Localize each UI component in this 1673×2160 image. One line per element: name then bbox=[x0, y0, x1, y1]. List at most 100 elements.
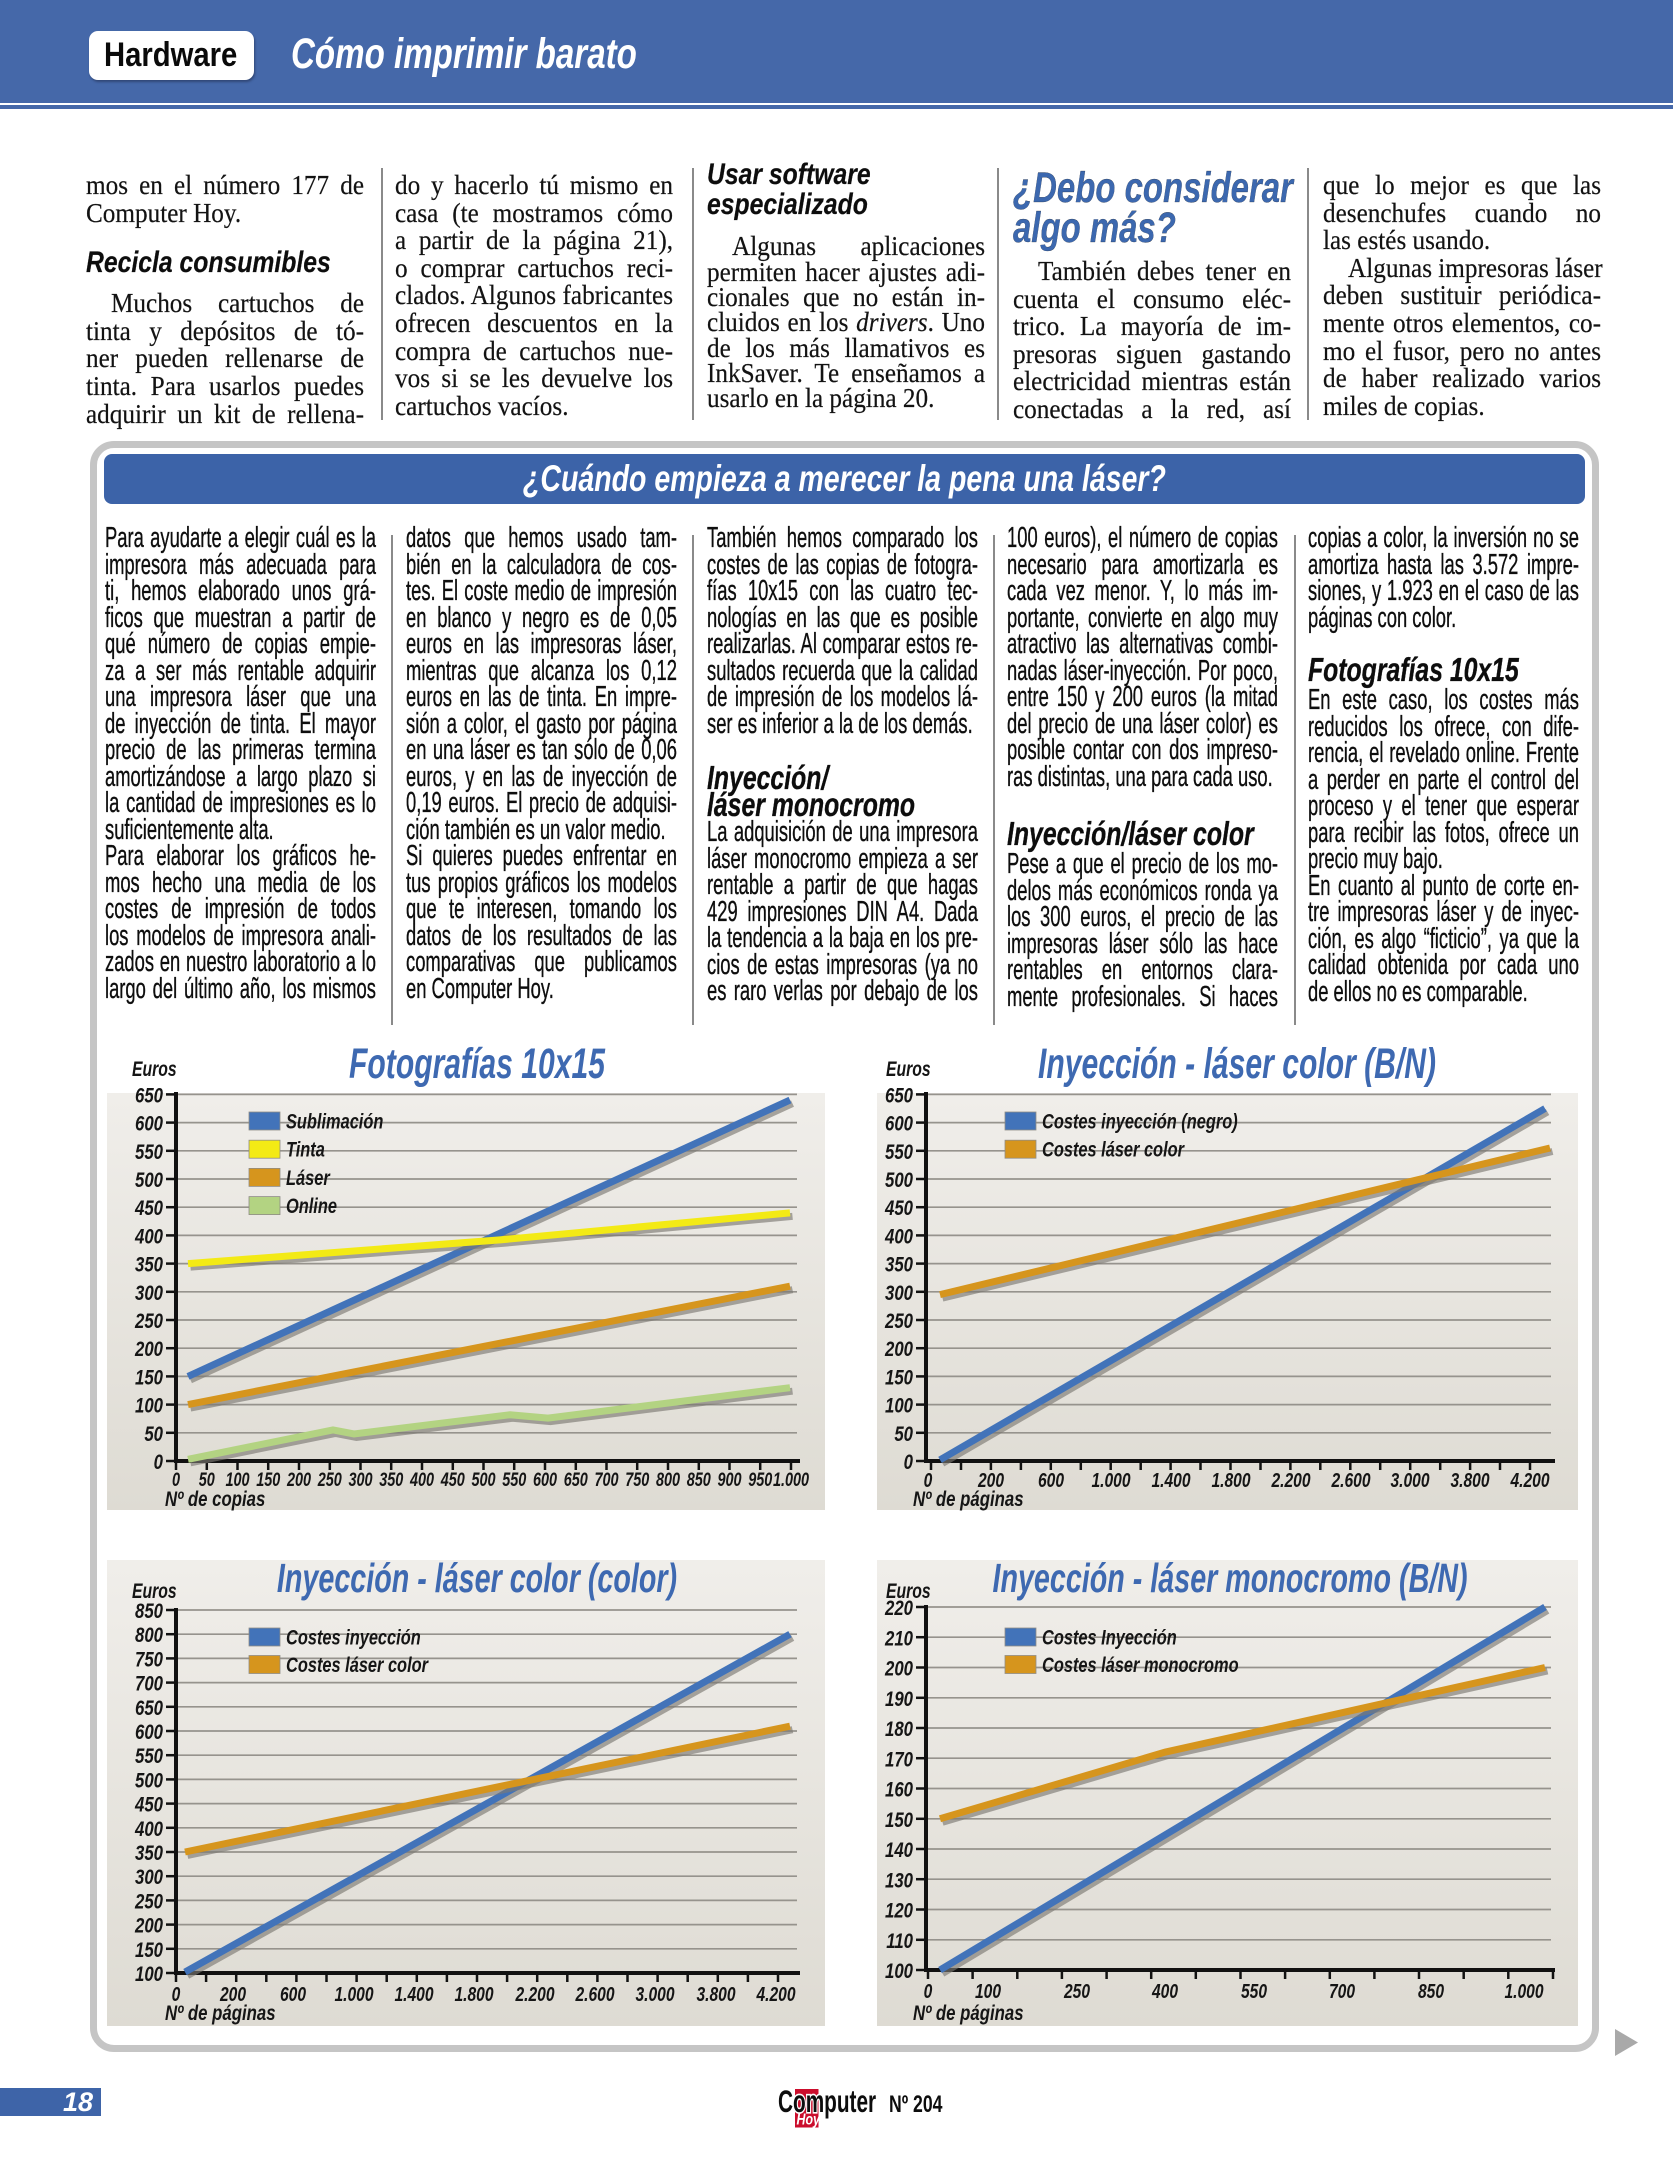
svg-text:600: 600 bbox=[885, 1113, 913, 1136]
svg-text:450: 450 bbox=[884, 1198, 913, 1221]
svg-text:350: 350 bbox=[135, 1842, 163, 1865]
svg-text:1.000: 1.000 bbox=[1091, 1469, 1130, 1491]
svg-text:700: 700 bbox=[594, 1468, 618, 1491]
svg-text:100: 100 bbox=[885, 1960, 913, 1983]
svg-text:Sublimación: Sublimación bbox=[286, 1110, 383, 1133]
svg-text:100: 100 bbox=[975, 1980, 1001, 2002]
svg-text:170: 170 bbox=[885, 1749, 913, 1772]
svg-text:550: 550 bbox=[885, 1141, 913, 1164]
svg-text:550: 550 bbox=[135, 1141, 163, 1164]
svg-text:600: 600 bbox=[135, 1721, 163, 1744]
svg-text:850: 850 bbox=[1418, 1980, 1444, 2002]
svg-text:140: 140 bbox=[885, 1839, 913, 1862]
svg-text:250: 250 bbox=[1063, 1980, 1090, 2002]
svg-text:500: 500 bbox=[135, 1169, 163, 1192]
svg-text:Hoy: Hoy bbox=[797, 2110, 821, 2128]
svg-text:Costes láser monocromo: Costes láser monocromo bbox=[1042, 1653, 1239, 1676]
svg-text:2.200: 2.200 bbox=[515, 1983, 555, 2005]
svg-text:Euros: Euros bbox=[132, 1057, 177, 1081]
svg-text:500: 500 bbox=[135, 1770, 163, 1793]
svg-text:600: 600 bbox=[280, 1983, 306, 2005]
svg-text:200: 200 bbox=[286, 1468, 311, 1491]
svg-text:100: 100 bbox=[135, 1395, 163, 1418]
svg-text:400: 400 bbox=[884, 1226, 913, 1249]
svg-text:Inyección - láser color (B/N): Inyección - láser color (B/N) bbox=[1038, 1039, 1436, 1088]
svg-text:Inyección - láser color (color: Inyección - láser color (color) bbox=[277, 1556, 677, 1601]
svg-text:200: 200 bbox=[884, 1339, 913, 1362]
svg-text:150: 150 bbox=[885, 1809, 913, 1832]
svg-text:50: 50 bbox=[144, 1423, 163, 1446]
svg-text:130: 130 bbox=[885, 1870, 913, 1893]
svg-text:400: 400 bbox=[1151, 1980, 1178, 2002]
svg-text:350: 350 bbox=[885, 1254, 913, 1277]
svg-text:Costes Inyección: Costes Inyección bbox=[1042, 1626, 1177, 1649]
svg-text:500: 500 bbox=[885, 1169, 913, 1192]
svg-text:Costes láser color: Costes láser color bbox=[1042, 1138, 1185, 1161]
svg-text:220: 220 bbox=[884, 1597, 913, 1620]
svg-text:200: 200 bbox=[219, 1983, 246, 2005]
svg-text:4.200: 4.200 bbox=[756, 1983, 796, 2005]
svg-text:3.000: 3.000 bbox=[1390, 1469, 1429, 1491]
svg-text:Costes láser color: Costes láser color bbox=[286, 1653, 429, 1676]
svg-text:1.800: 1.800 bbox=[1211, 1469, 1250, 1491]
svg-text:450: 450 bbox=[134, 1198, 163, 1221]
svg-text:800: 800 bbox=[135, 1625, 163, 1648]
svg-text:Euros: Euros bbox=[886, 1057, 931, 1081]
svg-text:550: 550 bbox=[1241, 1980, 1267, 2002]
svg-text:250: 250 bbox=[884, 1310, 913, 1333]
svg-text:100: 100 bbox=[885, 1395, 913, 1418]
svg-text:150: 150 bbox=[135, 1367, 163, 1390]
svg-text:160: 160 bbox=[885, 1779, 913, 1802]
svg-text:850: 850 bbox=[135, 1600, 163, 1623]
svg-text:190: 190 bbox=[885, 1688, 913, 1711]
svg-text:150: 150 bbox=[256, 1468, 280, 1491]
svg-text:300: 300 bbox=[885, 1282, 913, 1305]
svg-text:650: 650 bbox=[885, 1085, 913, 1108]
svg-text:650: 650 bbox=[135, 1085, 163, 1108]
svg-text:Computer: Computer bbox=[778, 2084, 876, 2119]
svg-text:180: 180 bbox=[885, 1718, 913, 1741]
svg-text:650: 650 bbox=[564, 1468, 588, 1491]
svg-text:2.600: 2.600 bbox=[1331, 1469, 1371, 1491]
svg-text:600: 600 bbox=[135, 1113, 163, 1136]
svg-text:50: 50 bbox=[894, 1423, 913, 1446]
svg-text:1.400: 1.400 bbox=[394, 1983, 433, 2005]
svg-text:1.800: 1.800 bbox=[454, 1983, 493, 2005]
svg-text:0: 0 bbox=[154, 1451, 164, 1474]
svg-text:250: 250 bbox=[134, 1310, 163, 1333]
svg-text:0: 0 bbox=[924, 1980, 933, 2002]
svg-text:Nº de páginas: Nº de páginas bbox=[913, 2002, 1024, 2025]
svg-text:500: 500 bbox=[471, 1468, 495, 1491]
svg-text:Inyección - láser monocromo (B: Inyección - láser monocromo (B/N) bbox=[992, 1556, 1467, 1601]
svg-text:750: 750 bbox=[625, 1468, 649, 1491]
svg-text:3.800: 3.800 bbox=[1450, 1469, 1489, 1491]
svg-text:Euros: Euros bbox=[132, 1579, 177, 1603]
svg-text:2.200: 2.200 bbox=[1271, 1469, 1311, 1491]
svg-text:450: 450 bbox=[440, 1468, 465, 1491]
svg-text:350: 350 bbox=[135, 1254, 163, 1277]
svg-text:200: 200 bbox=[884, 1658, 913, 1681]
svg-text:300: 300 bbox=[348, 1468, 372, 1491]
svg-text:550: 550 bbox=[135, 1746, 163, 1769]
svg-text:700: 700 bbox=[135, 1673, 163, 1696]
svg-text:3.000: 3.000 bbox=[635, 1983, 674, 2005]
svg-text:50: 50 bbox=[199, 1468, 215, 1491]
svg-text:Nº de páginas: Nº de páginas bbox=[913, 1488, 1024, 1511]
svg-text:120: 120 bbox=[885, 1900, 913, 1923]
svg-text:0: 0 bbox=[904, 1451, 914, 1474]
svg-text:350: 350 bbox=[379, 1468, 403, 1491]
svg-text:Fotografías 10x15: Fotografías 10x15 bbox=[349, 1039, 606, 1088]
svg-text:100: 100 bbox=[225, 1468, 249, 1491]
svg-text:1.000: 1.000 bbox=[334, 1983, 373, 2005]
svg-text:200: 200 bbox=[134, 1915, 163, 1938]
svg-text:200: 200 bbox=[134, 1339, 163, 1362]
svg-text:600: 600 bbox=[1038, 1469, 1064, 1491]
svg-text:400: 400 bbox=[409, 1468, 434, 1491]
svg-text:900: 900 bbox=[717, 1468, 741, 1491]
svg-text:1.000: 1.000 bbox=[773, 1468, 809, 1491]
svg-text:3.800: 3.800 bbox=[696, 1983, 735, 2005]
svg-text:300: 300 bbox=[135, 1282, 163, 1305]
svg-text:800: 800 bbox=[656, 1468, 680, 1491]
svg-text:150: 150 bbox=[135, 1939, 163, 1962]
svg-text:Euros: Euros bbox=[886, 1579, 931, 1603]
